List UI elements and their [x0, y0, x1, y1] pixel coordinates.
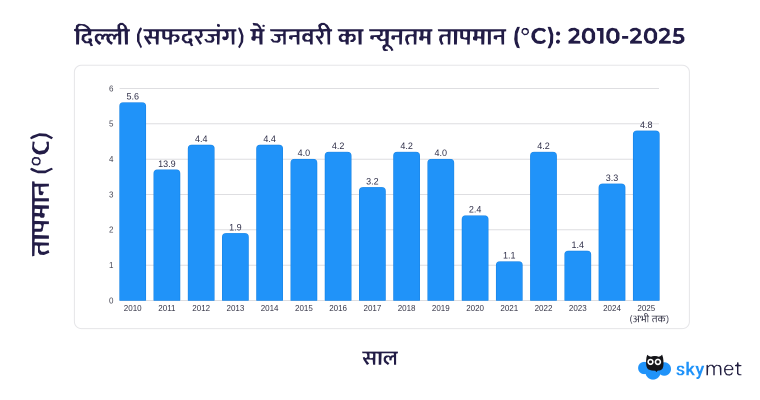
svg-text:2014: 2014 [261, 304, 279, 313]
svg-text:4.2: 4.2 [332, 141, 345, 151]
svg-text:2016: 2016 [329, 304, 347, 313]
svg-text:2019: 2019 [432, 304, 450, 313]
svg-text:4.2: 4.2 [537, 141, 550, 151]
svg-text:4.0: 4.0 [298, 148, 311, 158]
svg-text:1: 1 [109, 261, 114, 270]
svg-text:2015: 2015 [295, 304, 313, 313]
svg-text:0: 0 [109, 296, 114, 305]
svg-text:3.2: 3.2 [366, 176, 379, 186]
svg-text:2020: 2020 [466, 304, 484, 313]
svg-text:2018: 2018 [398, 304, 416, 313]
svg-text:2: 2 [109, 226, 114, 235]
svg-text:5.6: 5.6 [126, 92, 139, 102]
svg-text:2022: 2022 [535, 304, 553, 313]
svg-text:2017: 2017 [364, 304, 382, 313]
svg-text:2024: 2024 [603, 304, 621, 313]
svg-text:4.4: 4.4 [195, 134, 208, 144]
svg-text:2012: 2012 [192, 304, 210, 313]
svg-text:6: 6 [109, 84, 114, 93]
svg-text:3: 3 [109, 190, 114, 199]
svg-text:2025: 2025 [637, 304, 655, 313]
svg-text:5: 5 [109, 120, 114, 129]
svg-text:13.9: 13.9 [158, 159, 176, 169]
svg-text:4.2: 4.2 [400, 141, 413, 151]
svg-text:4: 4 [109, 155, 114, 164]
svg-text:2011: 2011 [158, 304, 176, 313]
svg-text:2013: 2013 [227, 304, 245, 313]
svg-text:4.8: 4.8 [640, 120, 653, 130]
svg-text:4.4: 4.4 [263, 134, 276, 144]
svg-text:2.4: 2.4 [469, 205, 482, 215]
svg-text:1.4: 1.4 [572, 240, 585, 250]
svg-text:2023: 2023 [569, 304, 587, 313]
svg-text:1.9: 1.9 [229, 222, 242, 232]
svg-text:2021: 2021 [500, 304, 518, 313]
svg-text:3.3: 3.3 [606, 173, 619, 183]
svg-text:1.1: 1.1 [503, 251, 516, 261]
svg-text:2010: 2010 [124, 304, 142, 313]
svg-text:4.0: 4.0 [435, 148, 448, 158]
